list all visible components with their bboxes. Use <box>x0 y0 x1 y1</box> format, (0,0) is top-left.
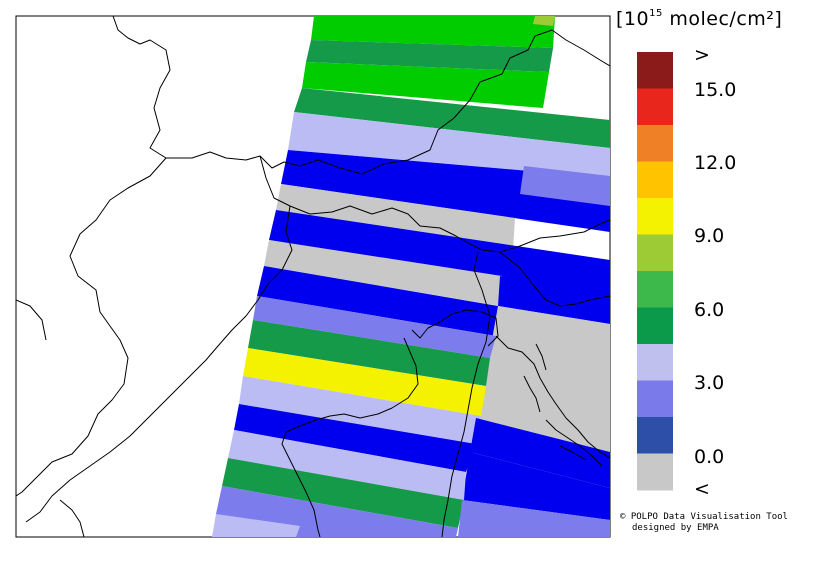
swath-pixel <box>276 184 515 250</box>
swath-pixel <box>288 112 610 178</box>
swath-pixel <box>462 452 610 520</box>
swath-pixel <box>234 404 476 472</box>
swath-pixel <box>458 500 610 537</box>
credit-line: © POLPO Data Visualisation Tool <box>620 512 788 522</box>
swath-pixel <box>228 430 466 500</box>
swath-pixel <box>212 514 300 537</box>
swath-pixel <box>470 418 610 488</box>
legend-tick-label: 0.0 <box>694 446 725 468</box>
swath-pixel <box>281 150 610 232</box>
swath-pixel <box>264 240 502 306</box>
swath-pixel <box>533 16 555 26</box>
swath-pixel <box>243 348 486 416</box>
swath-pixel <box>476 306 610 452</box>
legend-tick-label: 6.0 <box>694 299 725 321</box>
swath-pixel <box>239 376 481 444</box>
swath-pixel <box>311 16 555 48</box>
swath-pixel <box>294 88 610 148</box>
swath-pixel <box>253 296 496 358</box>
swath-pixel <box>498 276 610 324</box>
legend-tick-label: 3.0 <box>694 372 725 394</box>
swath-pixel <box>302 62 549 108</box>
legend-tick-label: 12.0 <box>694 152 737 174</box>
legend-unit-label: [1015 molec/cm²] <box>616 7 783 30</box>
legend-tick-label: > <box>694 44 710 66</box>
legend-tick-label: < <box>694 478 710 500</box>
swath-pixel <box>257 266 498 336</box>
swath-pixel <box>306 40 553 72</box>
country-borders <box>16 16 610 537</box>
satellite-swath <box>212 16 610 537</box>
credit-line: designed by EMPA <box>632 523 719 533</box>
swath-pixel <box>520 166 610 206</box>
legend-tick-label: 9.0 <box>694 225 725 247</box>
swath-pixel <box>248 320 490 386</box>
legend-tick-label: 15.0 <box>694 79 737 101</box>
swath-pixel <box>222 458 464 528</box>
